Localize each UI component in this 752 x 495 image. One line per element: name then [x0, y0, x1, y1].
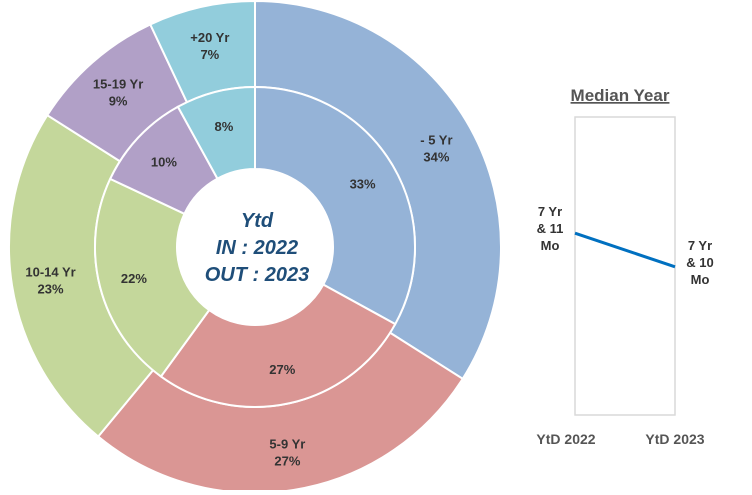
outer-ring-slice-label-15-19: 15-19 Yr 9%: [93, 77, 143, 109]
donut-center: [178, 170, 332, 324]
outer-ring-slice-label-20+: +20 Yr 7%: [190, 30, 229, 62]
inner-ring-slice-label-15-19: 10%: [151, 154, 177, 169]
outer-ring-slice-label-5-9: 5-9 Yr 27%: [269, 436, 305, 468]
inner-ring-slice--5: [254, 85, 416, 326]
outer-ring-slice-label-10-14: 10-14 Yr 23%: [25, 264, 75, 296]
median-value-label-0: 7 Yr & 11 Mo: [537, 204, 564, 253]
outer-ring-slice-label--5: - 5 Yr 34%: [420, 132, 452, 164]
median-x-tick-1: YtD 2023: [645, 431, 704, 447]
donut-center-text: Ytd IN : 2022 OUT : 2023: [205, 210, 309, 286]
median-year-chart: Median Year 7 Yr & 11 Mo 7 Yr & 10 Mo YtD 2022 Y…: [536, 86, 713, 447]
inner-ring-slice-20+: [176, 85, 256, 181]
median-value-label-1: 7 Yr & 10 Mo: [686, 238, 713, 287]
median-series-line: [574, 231, 676, 269]
nested-donut-chart: - 5 Yr 34% 5-9 Yr 27% 10-14 Yr 23% 15-19 Yr 9% +…: [8, 0, 502, 494]
median-year-title: Median Year: [571, 86, 670, 105]
inner-ring-slice-label--5: 33%: [350, 176, 376, 191]
inner-ring-slice-5-9: [159, 283, 397, 408]
inner-ring-slice-label-5-9: 27%: [269, 362, 295, 377]
inner-ring-slice-label-20+: 8%: [215, 119, 234, 134]
inner-ring-slice-10-14: [94, 177, 211, 378]
median-x-tick-0: YtD 2022: [536, 431, 595, 447]
median-plot-frame: [574, 116, 676, 416]
inner-ring-slice-label-10-14: 22%: [121, 271, 147, 286]
